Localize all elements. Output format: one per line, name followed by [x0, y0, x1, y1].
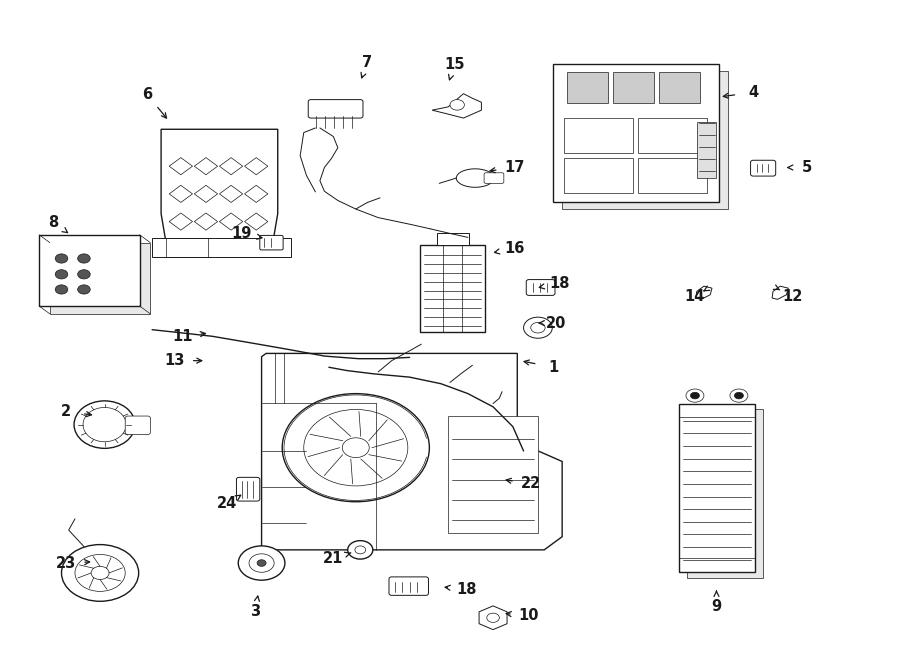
Text: 22: 22 [520, 477, 541, 491]
Polygon shape [772, 286, 788, 299]
Text: 11: 11 [173, 329, 193, 344]
Circle shape [686, 389, 704, 402]
Polygon shape [245, 213, 268, 230]
Text: 2: 2 [61, 404, 71, 419]
Text: 23: 23 [56, 555, 76, 571]
Text: 6: 6 [142, 87, 153, 103]
Circle shape [77, 269, 90, 279]
Text: 3: 3 [250, 604, 260, 619]
Polygon shape [169, 213, 193, 230]
Circle shape [257, 560, 266, 567]
Polygon shape [194, 213, 218, 230]
Text: 1: 1 [548, 359, 558, 375]
Text: 17: 17 [504, 160, 525, 175]
Polygon shape [220, 185, 243, 203]
Bar [697, 122, 716, 177]
Polygon shape [262, 354, 562, 550]
Circle shape [55, 254, 68, 263]
FancyBboxPatch shape [484, 173, 504, 183]
Text: 18: 18 [456, 582, 476, 597]
Circle shape [77, 285, 90, 294]
Polygon shape [169, 158, 193, 175]
Bar [448, 416, 538, 534]
Text: 18: 18 [549, 276, 570, 291]
Text: 10: 10 [518, 608, 539, 624]
Text: 19: 19 [231, 226, 252, 241]
Polygon shape [245, 185, 268, 203]
Polygon shape [169, 185, 193, 203]
Circle shape [734, 393, 743, 399]
Circle shape [55, 269, 68, 279]
FancyBboxPatch shape [308, 99, 363, 118]
Circle shape [304, 410, 408, 486]
Bar [567, 72, 608, 103]
Polygon shape [161, 129, 278, 240]
Bar [554, 64, 719, 203]
Polygon shape [245, 158, 268, 175]
FancyBboxPatch shape [125, 416, 150, 434]
Text: 20: 20 [545, 316, 566, 330]
FancyBboxPatch shape [389, 577, 428, 595]
Circle shape [77, 254, 90, 263]
Bar [613, 72, 654, 103]
Text: 15: 15 [445, 56, 464, 71]
Bar [564, 118, 633, 152]
Bar [420, 246, 485, 332]
FancyBboxPatch shape [526, 279, 555, 295]
Circle shape [61, 545, 139, 601]
Ellipse shape [83, 408, 126, 442]
Polygon shape [194, 158, 218, 175]
Bar [638, 118, 707, 152]
Circle shape [91, 567, 109, 579]
Text: 21: 21 [323, 551, 344, 566]
Bar [152, 238, 292, 256]
Text: 13: 13 [165, 353, 184, 368]
FancyBboxPatch shape [237, 477, 260, 501]
Circle shape [450, 99, 464, 110]
Circle shape [524, 317, 553, 338]
Bar [687, 410, 763, 577]
Circle shape [342, 438, 369, 457]
Text: 8: 8 [49, 214, 58, 230]
Polygon shape [432, 94, 482, 118]
Text: 12: 12 [783, 289, 803, 305]
Ellipse shape [74, 401, 135, 448]
Text: 5: 5 [802, 160, 812, 175]
Text: 16: 16 [504, 241, 525, 256]
Bar [50, 243, 150, 314]
Text: 24: 24 [218, 496, 238, 511]
Bar [660, 72, 700, 103]
Bar [564, 158, 633, 193]
Circle shape [347, 541, 373, 559]
Circle shape [249, 554, 274, 572]
Circle shape [730, 389, 748, 402]
Text: 14: 14 [684, 289, 704, 305]
FancyBboxPatch shape [751, 160, 776, 176]
Circle shape [55, 285, 68, 294]
Circle shape [690, 393, 699, 399]
Bar [638, 158, 707, 193]
Bar [679, 404, 755, 571]
Ellipse shape [456, 169, 494, 187]
Text: 4: 4 [748, 85, 759, 100]
Circle shape [75, 555, 125, 591]
Circle shape [355, 546, 365, 554]
Circle shape [487, 613, 500, 622]
Polygon shape [194, 185, 218, 203]
Circle shape [531, 322, 545, 333]
Polygon shape [696, 286, 712, 299]
Polygon shape [220, 158, 243, 175]
Circle shape [238, 546, 285, 580]
Bar [39, 235, 140, 306]
Polygon shape [220, 213, 243, 230]
Text: 9: 9 [711, 599, 722, 614]
Bar [436, 234, 469, 246]
Text: 7: 7 [363, 54, 373, 70]
Bar [562, 71, 728, 209]
FancyBboxPatch shape [260, 236, 284, 250]
Polygon shape [479, 606, 507, 630]
Circle shape [283, 394, 429, 502]
